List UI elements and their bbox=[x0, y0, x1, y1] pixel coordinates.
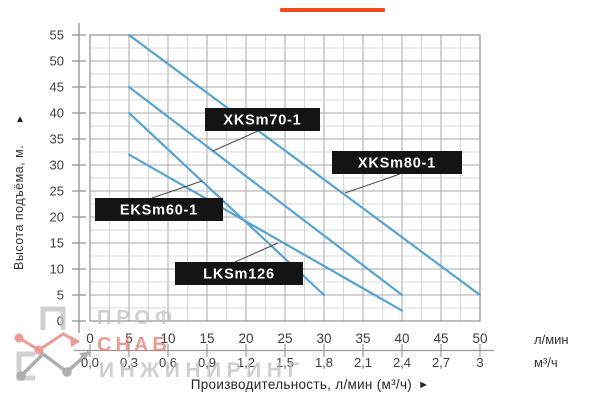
unit-label-m3h: м³/ч bbox=[534, 355, 558, 370]
x-axis-title-text: Производительность, л/мин (м³/ч) bbox=[190, 377, 413, 392]
series-label-box-xksm80-1 bbox=[332, 151, 462, 174]
leader-line-lksm126 bbox=[234, 242, 279, 263]
y-tick-label: 55 bbox=[50, 28, 64, 43]
y-tick-label: 35 bbox=[50, 132, 64, 147]
x-tick-label-m3h: 2,4 bbox=[393, 355, 411, 370]
series-label-lksm126: LKSm126 bbox=[203, 267, 275, 283]
y-tick-label: 30 bbox=[50, 158, 64, 173]
series-label-xksm70-1: XKSm70-1 bbox=[223, 113, 301, 129]
x-tick-label-m3h: 2,1 bbox=[354, 355, 372, 370]
x-tick-label-m3h: 1,8 bbox=[315, 355, 333, 370]
leader-line-eksm60-1 bbox=[151, 180, 203, 199]
curve-xksm80-1 bbox=[127, 33, 482, 297]
x-tick-label-lmin: 10 bbox=[160, 331, 175, 346]
x-tick-label-lmin: 15 bbox=[199, 331, 214, 346]
y-tick-label: 25 bbox=[50, 184, 64, 199]
x-tick-label-lmin: 50 bbox=[472, 331, 487, 346]
leader-line-xksm70-1 bbox=[212, 130, 259, 152]
series-label-box-eksm60-1 bbox=[95, 198, 223, 221]
y-tick-label: 15 bbox=[50, 236, 64, 251]
curve-xksm70-1 bbox=[127, 85, 404, 297]
x-tick-label-m3h: 0,9 bbox=[198, 355, 216, 370]
series-label-eksm60-1: EKSm60-1 bbox=[120, 203, 198, 219]
y-tick-label: 20 bbox=[50, 210, 64, 225]
y-tick-label: 40 bbox=[50, 106, 64, 121]
x-tick-label-lmin: 30 bbox=[316, 331, 331, 346]
x-tick-label-m3h: 0,6 bbox=[159, 355, 177, 370]
x-tick-label-m3h: 3 bbox=[476, 355, 483, 370]
x-tick-label-lmin: 0 bbox=[86, 331, 94, 346]
x-axis-arrow-icon: ► bbox=[418, 379, 430, 391]
x-tick-label-lmin: 40 bbox=[394, 331, 409, 346]
x-tick-label-lmin: 5 bbox=[125, 331, 133, 346]
x-tick-label-m3h: 0,0 bbox=[81, 355, 99, 370]
unit-label-lmin: л/мин bbox=[534, 332, 569, 347]
header-accent-bar bbox=[280, 8, 385, 12]
y-tick-label: 0 bbox=[57, 314, 64, 329]
x-tick-label-lmin: 35 bbox=[355, 331, 370, 346]
x-axis-title: Производительность, л/мин (м³/ч) ► bbox=[145, 377, 475, 392]
y-tick-label: 45 bbox=[50, 80, 64, 95]
y-axis-title: Высота подъёма, м. bbox=[12, 144, 26, 270]
x-tick-label-lmin: 45 bbox=[433, 331, 448, 346]
leader-line-xksm80-1 bbox=[344, 173, 401, 194]
y-axis-arrow-icon: ▲ bbox=[15, 114, 25, 125]
x-tick-label-m3h: 1,2 bbox=[237, 355, 255, 370]
y-tick-label: 10 bbox=[50, 262, 64, 277]
y-tick-label: 5 bbox=[57, 288, 64, 303]
y-tick-label: 50 bbox=[50, 54, 64, 69]
series-label-xksm80-1: XKSm80-1 bbox=[358, 156, 436, 172]
series-label-box-lksm126 bbox=[175, 262, 303, 285]
x-tick-label-lmin: 20 bbox=[238, 331, 253, 346]
series-label-box-xksm70-1 bbox=[205, 108, 320, 131]
curve-lksm126 bbox=[127, 153, 404, 312]
x-tick-label-m3h: 1,5 bbox=[276, 355, 294, 370]
x-tick-label-m3h: 2,7 bbox=[432, 355, 450, 370]
x-tick-label-lmin: 25 bbox=[277, 331, 292, 346]
plot-border bbox=[89, 34, 481, 322]
x-tick-label-m3h: 0,3 bbox=[120, 355, 138, 370]
